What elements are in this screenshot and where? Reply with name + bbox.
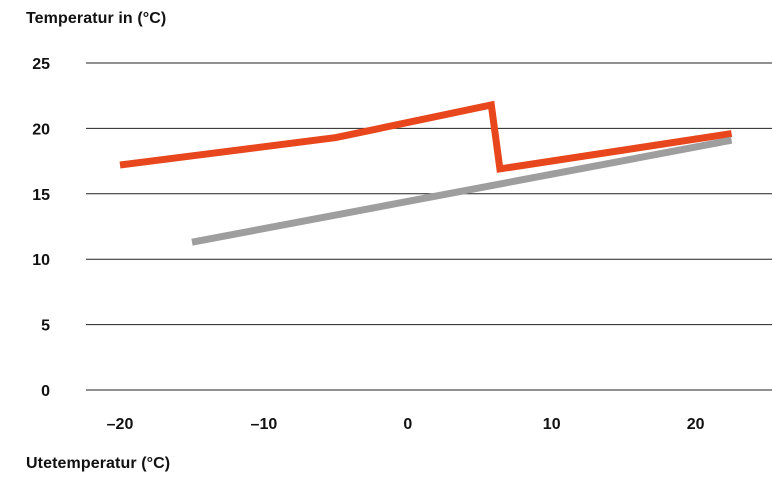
series-lines xyxy=(119,100,733,246)
series-line-1 xyxy=(119,100,733,173)
y-tick-labels: 0 5 10 15 20 25 xyxy=(32,56,50,400)
y-tick-label: 20 xyxy=(32,121,50,138)
x-tick-labels: –20 –10 0 10 20 xyxy=(107,416,705,433)
x-tick-label: 10 xyxy=(543,416,561,433)
y-tick-label: 10 xyxy=(32,252,50,269)
y-tick-label: 0 xyxy=(41,383,50,400)
x-axis-title: Utetemperatur (°C) xyxy=(26,455,171,472)
y-tick-label: 25 xyxy=(32,56,50,73)
series-line-2 xyxy=(191,136,733,246)
y-tick-label: 15 xyxy=(32,187,50,204)
x-tick-label: 0 xyxy=(403,416,412,433)
x-tick-label: –20 xyxy=(107,416,134,433)
y-tick-label: 5 xyxy=(41,318,50,335)
gridlines xyxy=(86,62,772,391)
x-tick-label: 20 xyxy=(687,416,705,433)
x-tick-label: –10 xyxy=(251,416,278,433)
y-axis-title: Temperatur in (°C) xyxy=(26,10,167,27)
